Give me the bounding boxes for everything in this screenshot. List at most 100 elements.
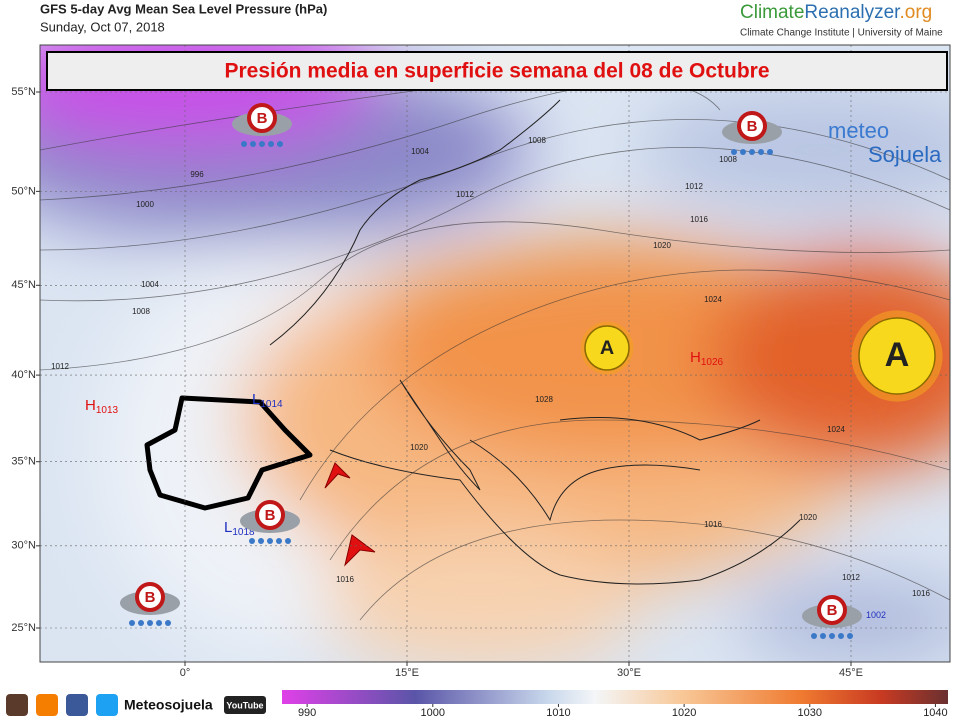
isobar-label: 1012 [51,362,69,371]
storm-icon: B [120,582,180,626]
map: 996 1000 1004 1008 1012 1004 1008 1008 1012 1012 1… [40,45,950,662]
center-letter: L [252,391,260,408]
colorbar-tick-label: 1020 [672,707,696,719]
footer-handle: Meteosojuela [124,697,213,713]
lon-label: 30°E [617,667,641,679]
arrow [324,462,351,489]
rain-drop [249,538,255,544]
isobar-label: 1020 [653,241,671,250]
map-frame [39,44,951,663]
pressure-center: H1026 [690,349,724,368]
rain-drop [138,620,144,626]
rain-drop [811,633,817,639]
brand: ClimateReanalyzer.org [740,2,932,23]
isobar-label: 1024 [827,425,845,434]
icon-blogger[interactable] [36,694,58,716]
map-overlay: 996 1000 1004 1008 1012 1004 1008 1008 1012 1012 1… [51,103,943,639]
rain-drop [241,141,247,147]
center-value: 1026 [701,357,724,368]
header-title: GFS 5-day Avg Mean Sea Level Pressure (h… [40,1,327,16]
isobar-label: 1008 [528,136,546,145]
center-letter: L [224,519,232,536]
colorbar [282,690,948,704]
rain-drop [258,538,264,544]
colorbar-ticks: 990 1000 1010 1020 1030 1040 [298,704,948,719]
isobar-label: 1020 [799,513,817,522]
storm-ring [817,595,847,625]
storm-letter: B [747,118,758,135]
isobar-label: 1004 [141,280,159,289]
rain-drop [147,620,153,626]
isobar-label: 1012 [456,190,474,199]
lat-label: 45°N [11,279,36,291]
graticule [40,45,950,662]
pressure-center: H1013 [85,397,119,416]
axes: 55°N 50°N 45°N 40°N 35°N 30°N 25°N 0° 15°E 30°E 45… [11,86,863,679]
rain-drop [250,141,256,147]
sun [858,317,936,395]
storm-ring [247,103,277,133]
anticyclone-letter: A [885,336,910,374]
storm-letter: B [257,110,268,127]
colorbar-tick-label: 1010 [546,707,570,719]
brand-part: .org [899,2,932,23]
isobar-label: 1008 [719,155,737,164]
colorbar-tick-label: 1030 [798,707,822,719]
storm-ring [255,500,285,530]
isobar-label: 1016 [690,215,708,224]
rain-drop [277,141,283,147]
center-letter: H [690,349,701,366]
isobar-label: 1000 [136,200,154,209]
isobar-label: 1004 [411,147,429,156]
rain-drop [267,538,273,544]
colorbar-tick-label: 1000 [421,707,445,719]
storm-icon: B [802,595,862,639]
rain-drop [838,633,844,639]
center-value: 1018 [232,527,255,538]
rain-drop [767,149,773,155]
storm-icon: B [240,500,300,544]
rain-drop [259,141,265,147]
center-value: 1002 [866,610,886,620]
center-value: 1014 [260,399,283,410]
pressure-center: L1014 [252,391,283,410]
iberia-outline [144,395,313,511]
lat-label: 40°N [11,369,36,381]
banner: Presión media en superficie semana del 0… [224,60,769,83]
icon-facebook[interactable] [66,694,88,716]
rain-drop [129,620,135,626]
rain-drop [731,149,737,155]
lon-label: 15°E [395,667,419,679]
storm-icon: B [722,111,782,155]
storm-letter: B [827,602,838,619]
rain-drop [285,538,291,544]
storm-ring [135,582,165,612]
lat-label: 35°N [11,456,36,468]
center-value: 1013 [96,405,119,416]
icon-youtube[interactable] [224,696,266,714]
anticyclone-icon: A [851,310,943,402]
icon-twitter[interactable] [96,694,118,716]
logo-part: meteo [828,118,889,143]
coastlines [269,99,801,585]
anticyclone-letter: A [600,337,614,359]
icon-instagram[interactable] [6,694,28,716]
lon-label: 45°E [839,667,863,679]
rain-drop [829,633,835,639]
anticyclone-icon: A [580,321,634,375]
isobar-label: 1020 [410,443,428,452]
storm-ring [737,111,767,141]
youtube-label: YouTube [226,700,263,710]
logo: meteo Sojuela [828,118,942,167]
header-date: Sunday, Oct 07, 2018 [40,19,165,34]
rain-drop [847,633,853,639]
rain-drop [276,538,282,544]
sun [584,325,630,371]
rain-drop [165,620,171,626]
rain-drop [268,141,274,147]
isobar-label: 1012 [685,182,703,191]
banner-box [46,51,948,91]
isobar-label: 1012 [842,573,860,582]
rain-drop [740,149,746,155]
